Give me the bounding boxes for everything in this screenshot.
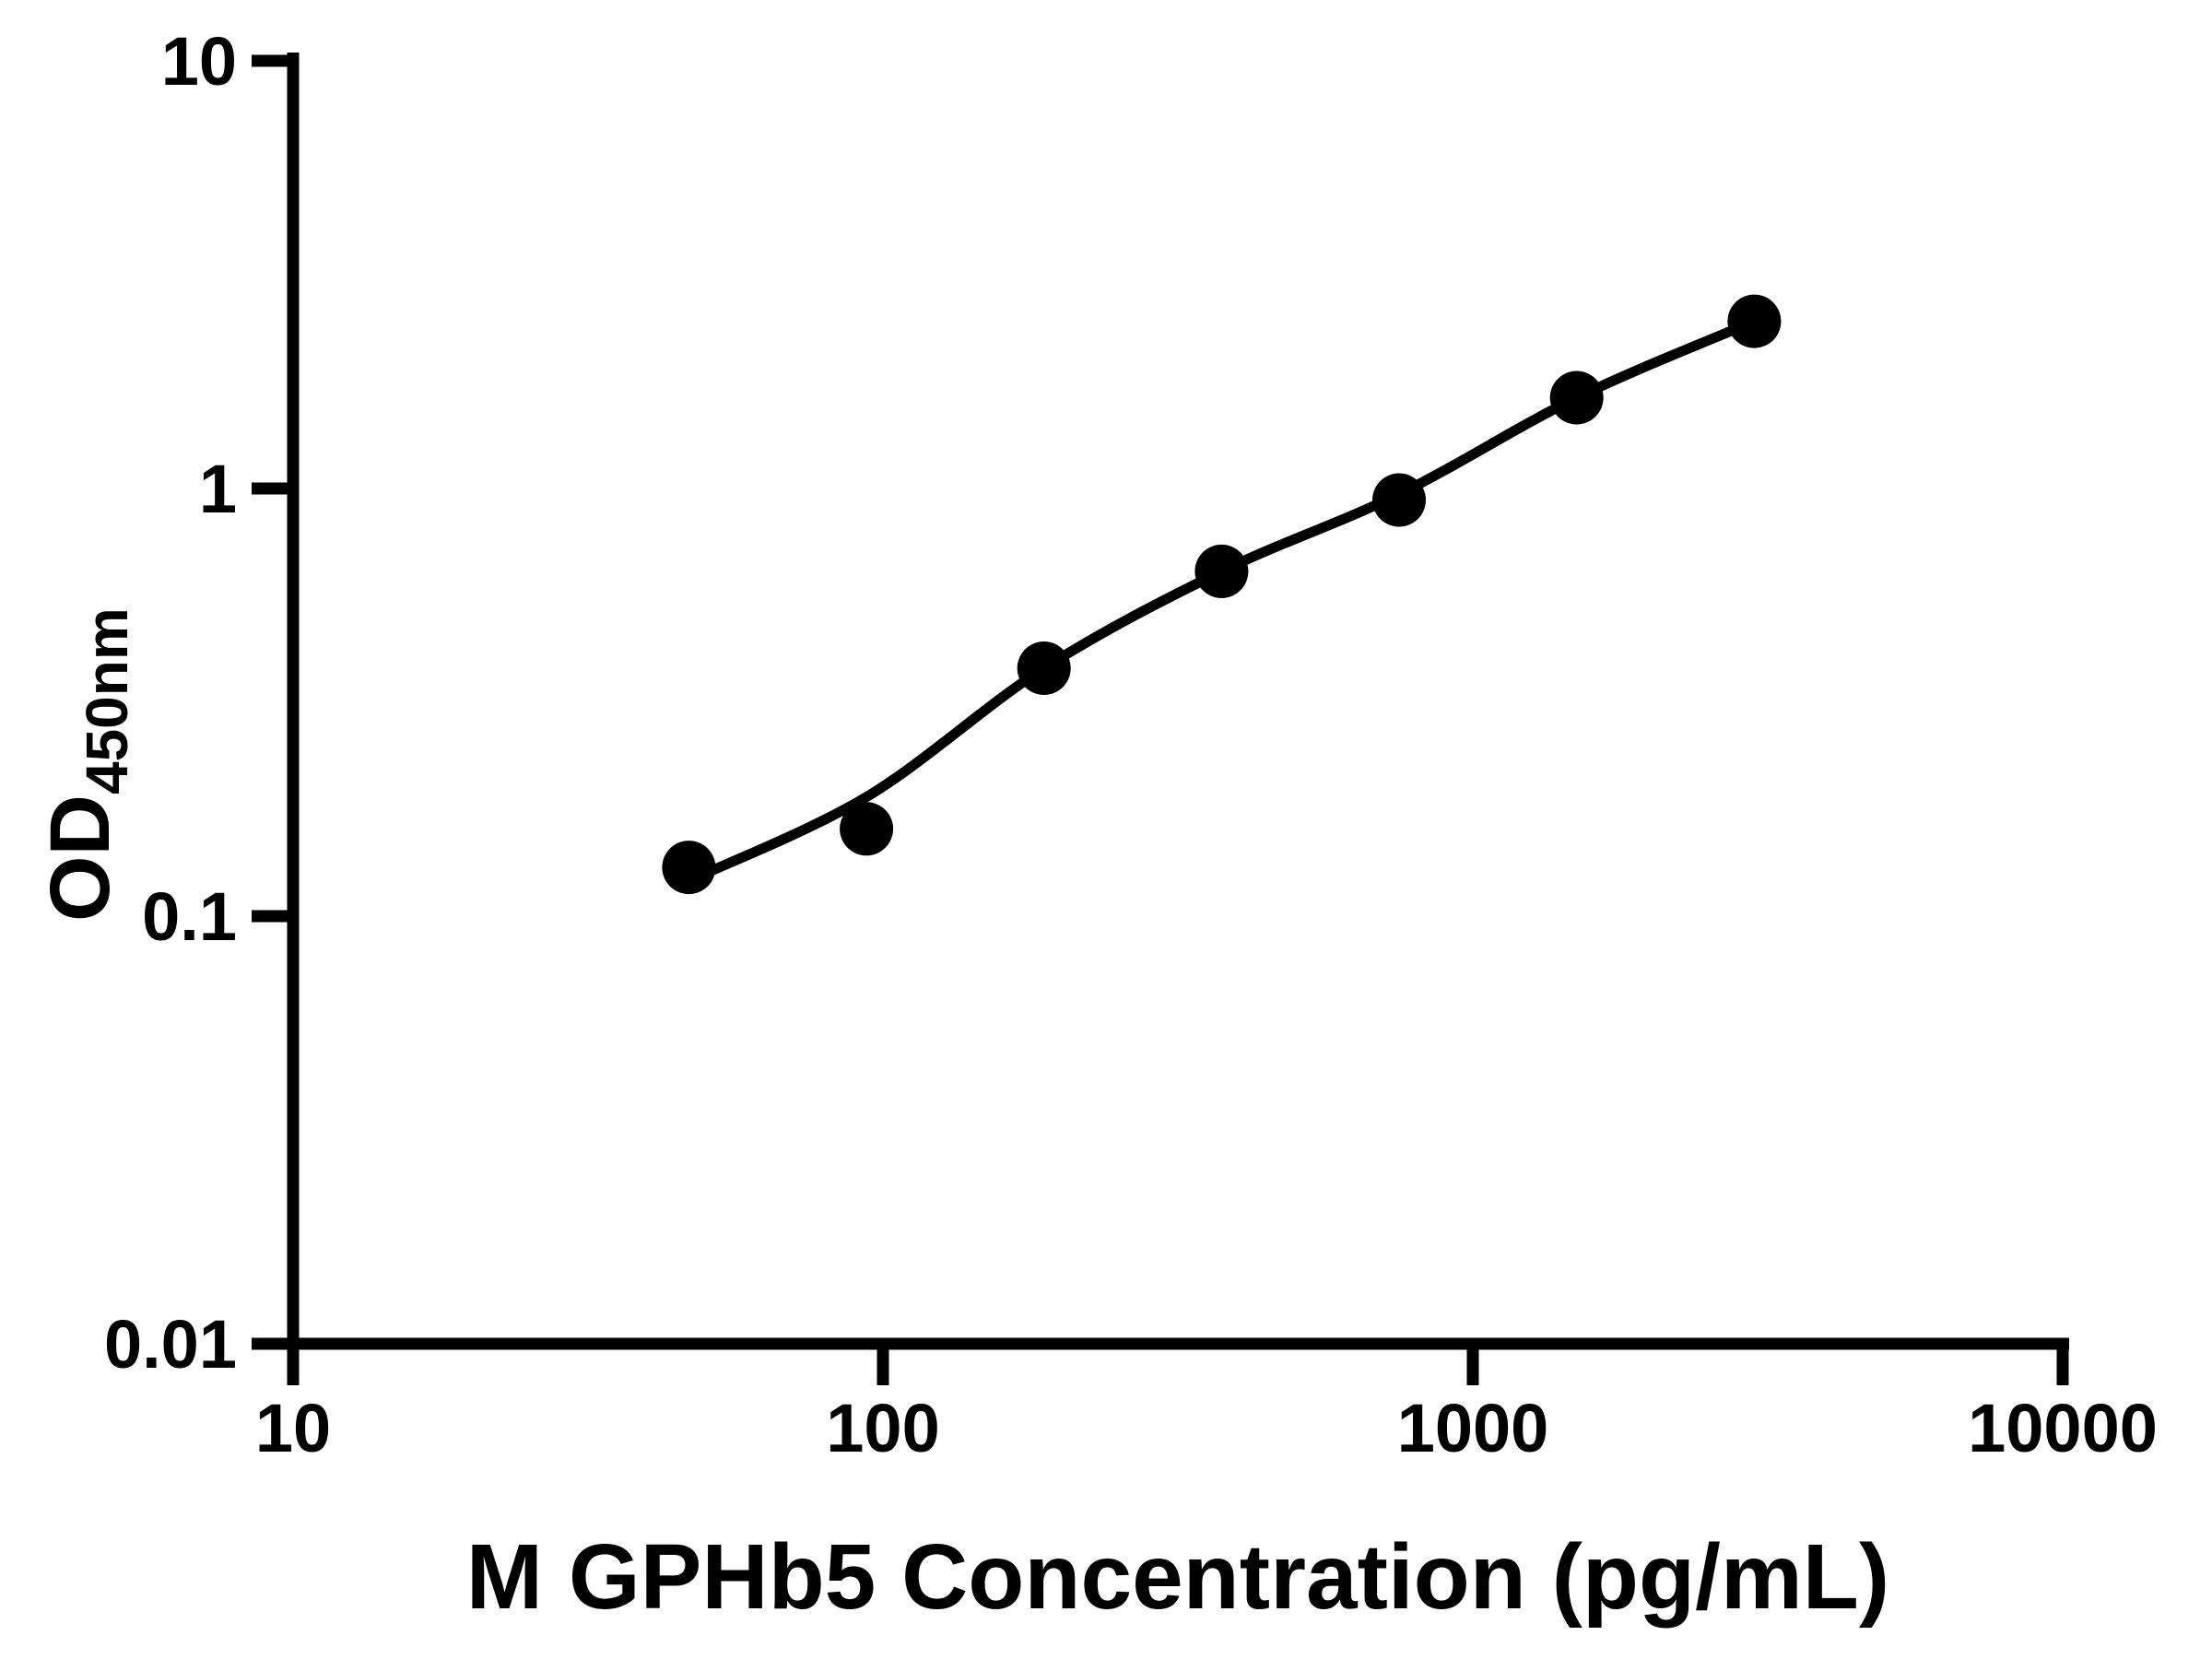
y-tick-label: 1 bbox=[199, 451, 237, 527]
y-tick-label: 0.01 bbox=[104, 1306, 237, 1382]
data-point bbox=[662, 841, 716, 895]
x-tick-label: 10 bbox=[255, 1390, 331, 1466]
x-tick-label: 100 bbox=[826, 1390, 939, 1466]
x-tick-label: 10000 bbox=[1968, 1390, 2158, 1466]
y-tick-label: 10 bbox=[161, 23, 237, 100]
data-point bbox=[1372, 473, 1426, 527]
y-axis-title-subscript: 450nm bbox=[74, 607, 140, 794]
points-layer bbox=[662, 294, 1782, 895]
data-point bbox=[1194, 544, 1249, 598]
x-tick-label: 1000 bbox=[1397, 1390, 1549, 1466]
data-point bbox=[840, 802, 894, 856]
data-point bbox=[1727, 294, 1782, 348]
y-tick-label: 0.1 bbox=[142, 878, 237, 955]
data-point bbox=[1017, 641, 1071, 695]
y-axis-title-main: OD bbox=[33, 794, 127, 922]
y-axis-title: OD450nm bbox=[33, 607, 140, 922]
x-axis-title: M GPHb5 Concentration (pg/mL) bbox=[466, 1525, 1889, 1629]
data-point bbox=[1549, 371, 1604, 425]
